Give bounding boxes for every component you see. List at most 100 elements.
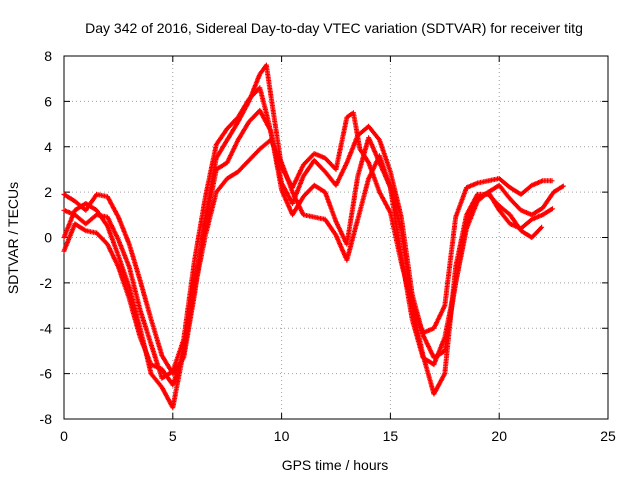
- x-axis-label: GPS time / hours: [282, 457, 389, 473]
- data-point-segment: [322, 155, 338, 171]
- data-point-segment: [300, 159, 316, 179]
- data-point-segment: [377, 137, 393, 173]
- data-point-segment: [105, 194, 121, 219]
- data-point-segment: [257, 85, 271, 123]
- data-point-segment: [377, 189, 393, 214]
- data-point-segment: [61, 191, 77, 203]
- data-point-segment: [61, 209, 77, 240]
- data-point-segment: [540, 178, 555, 184]
- y-tick-label: -8: [40, 411, 53, 427]
- y-tick-label: -2: [40, 275, 53, 291]
- data-point-segment: [453, 227, 469, 286]
- data-point-segment: [431, 304, 447, 331]
- y-tick-label: 6: [44, 93, 52, 109]
- data-point-segment: [213, 138, 229, 161]
- data-point-segment: [246, 86, 262, 102]
- data-point-segment: [485, 189, 501, 212]
- series-track-1: [61, 62, 555, 377]
- data-point-segment: [235, 120, 251, 143]
- data-point-segment: [290, 189, 306, 216]
- chart-title: Day 342 of 2016, Sidereal Day-to-day VTE…: [85, 20, 583, 36]
- data-point-segment: [366, 123, 381, 142]
- data-point-segment: [540, 190, 556, 211]
- data-point-segment: [126, 284, 143, 330]
- data-point-segment: [442, 281, 458, 340]
- data-point-segment: [344, 175, 360, 247]
- data-point-segment: [192, 195, 208, 263]
- data-point-segment: [159, 366, 175, 387]
- data-point-segment: [453, 213, 469, 270]
- data-point-segment: [126, 264, 143, 312]
- data-point-segment: [137, 307, 154, 346]
- data-point-segment: [202, 168, 219, 227]
- y-tick-label: 2: [44, 184, 52, 200]
- y-axis: -8 -6 -4 -2 0 2 4 6 8: [40, 48, 608, 427]
- data-point-segment: [61, 222, 77, 254]
- x-tick-label: 10: [274, 428, 290, 444]
- data-point-segment: [300, 152, 316, 168]
- data-point-segment: [551, 183, 566, 195]
- data-point-segment: [126, 296, 143, 339]
- data-point-segment: [474, 178, 490, 186]
- data-point-segment: [311, 182, 327, 194]
- data-point-segment: [507, 196, 523, 212]
- data-point-segment: [137, 278, 154, 321]
- data-point-segment: [344, 134, 360, 166]
- data-point-segment: [213, 177, 229, 195]
- data-point-segment: [72, 221, 88, 233]
- data-point-segment: [115, 264, 132, 300]
- data-point-segment: [279, 187, 295, 216]
- data-point-segment: [235, 97, 251, 120]
- data-point-segment: [263, 62, 273, 96]
- data-point-segment: [529, 224, 545, 240]
- data-point-segment: [202, 143, 219, 200]
- y-tick-label: 4: [44, 139, 52, 155]
- data-point-segment: [442, 216, 458, 309]
- data-point-segment: [224, 120, 240, 143]
- data-point-segment: [246, 109, 262, 125]
- y-tick-label: 8: [44, 48, 52, 64]
- data-point-segment: [496, 176, 512, 190]
- data-point-segment: [464, 200, 480, 231]
- data-point-segment: [94, 230, 109, 246]
- data-point-segment: [202, 191, 219, 238]
- data-point-segment: [431, 336, 447, 368]
- data-point-segment: [496, 207, 512, 226]
- data-point-segment: [137, 334, 153, 366]
- data-point-segment: [170, 338, 186, 374]
- data-point-segment: [170, 352, 186, 388]
- data-point-segment: [192, 234, 208, 293]
- data-point-segment: [398, 253, 415, 321]
- data-points: [61, 62, 566, 411]
- data-point-segment: [344, 218, 360, 263]
- x-tick-label: 20: [491, 428, 507, 444]
- data-point-segment: [126, 241, 143, 282]
- data-point-segment: [105, 241, 121, 269]
- data-point-segment: [105, 214, 121, 241]
- data-point-segment: [518, 217, 534, 231]
- data-point-segment: [464, 193, 480, 218]
- data-point-segment: [105, 223, 121, 257]
- x-tick-label: 0: [60, 428, 68, 444]
- data-point-segment: [355, 136, 371, 179]
- data-point-segment: [431, 372, 447, 397]
- data-point-segment: [333, 116, 350, 172]
- data-point-segment: [148, 371, 164, 389]
- data-point-segment: [300, 212, 316, 220]
- data-point-segment: [224, 170, 240, 181]
- data-point-segment: [311, 157, 327, 174]
- data-point-segment: [83, 213, 98, 227]
- data-point-segment: [300, 184, 316, 200]
- data-point-segment: [181, 288, 197, 356]
- data-point-segment: [355, 177, 371, 222]
- data-point-segment: [496, 203, 512, 217]
- data-point-segment: [235, 159, 251, 175]
- series-track-2: [61, 85, 566, 381]
- data-point-segment: [322, 169, 338, 187]
- y-tick-label: -4: [40, 320, 53, 336]
- data-point-segment: [224, 115, 240, 132]
- data-point-segment: [387, 169, 404, 219]
- data-point-segment: [518, 183, 534, 197]
- data-point-segment: [398, 228, 415, 307]
- data-point-segment: [115, 214, 132, 246]
